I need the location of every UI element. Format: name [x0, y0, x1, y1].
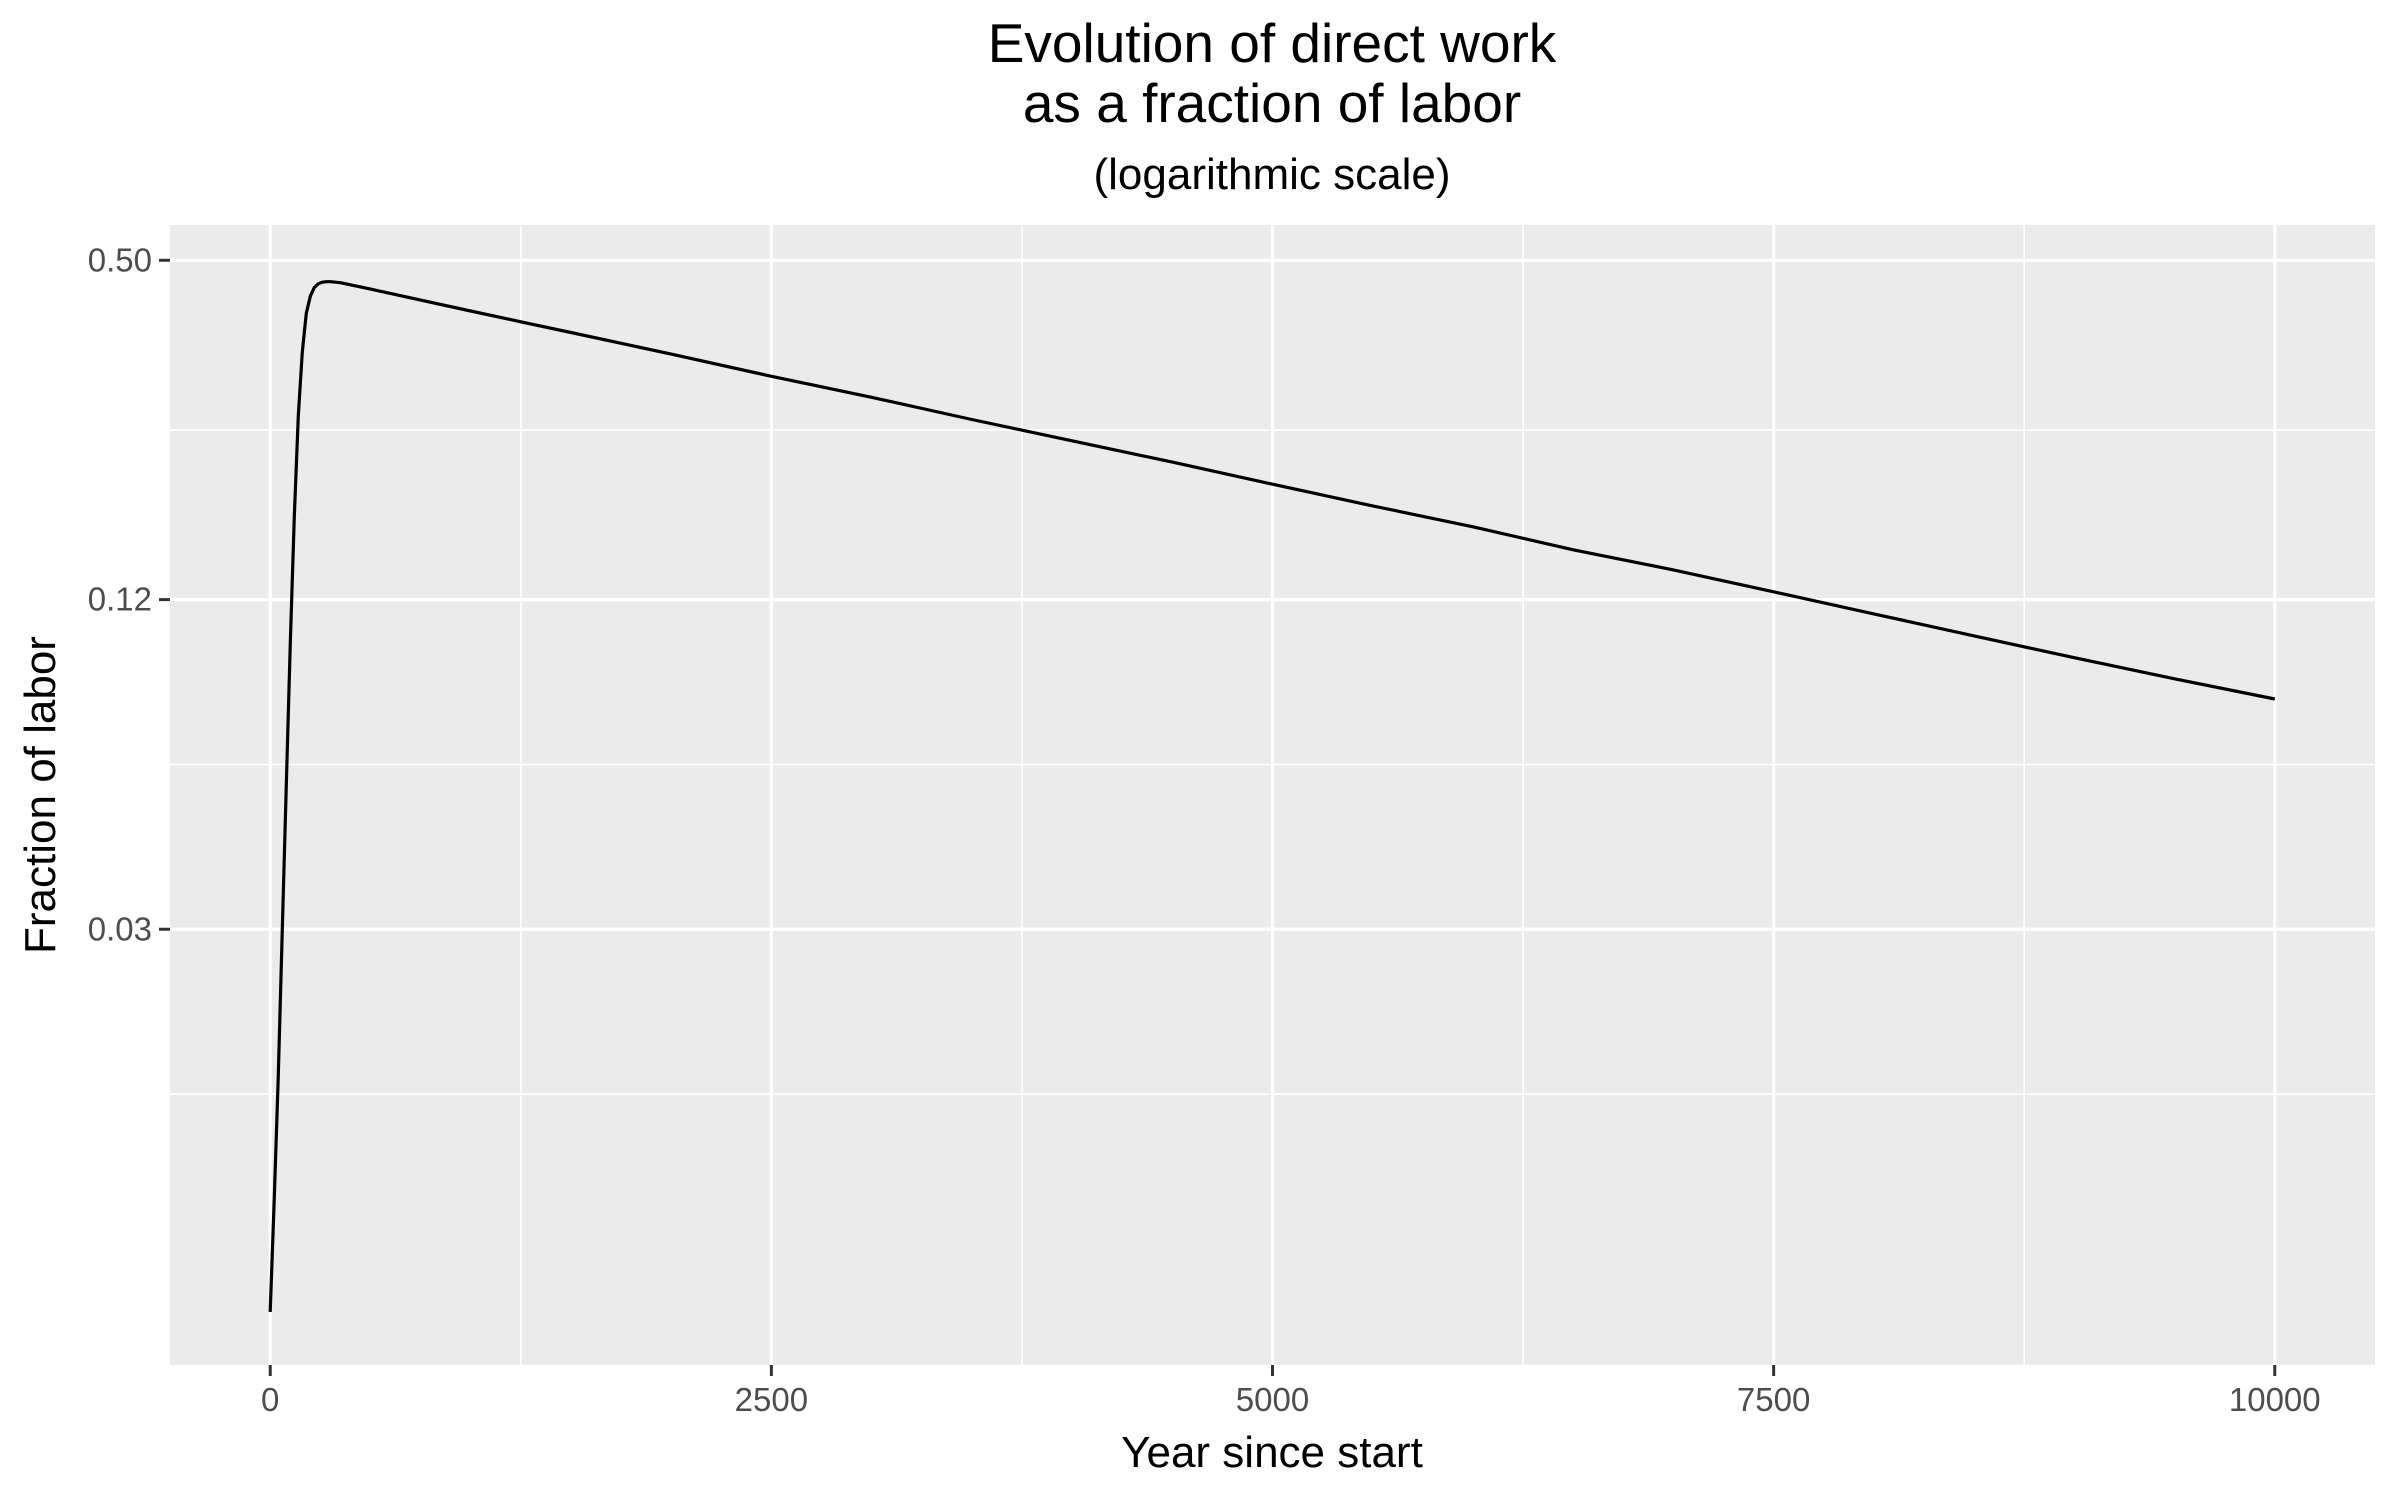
y-axis-title: Fraction of labor [16, 636, 65, 954]
y-tick-label: 0.12 [88, 581, 152, 618]
chart-title-line-2: as a fraction of labor [1023, 72, 1521, 134]
y-tick-label: 0.03 [88, 910, 152, 947]
y-axis: 0.03 0.12 0.50 [88, 241, 170, 947]
x-tick-label: 2500 [735, 1381, 808, 1418]
x-axis: 0 2500 5000 7500 10000 [261, 1365, 2321, 1418]
x-tick-label: 7500 [1737, 1381, 1810, 1418]
chart-title-line-1: Evolution of direct work [988, 12, 1557, 74]
x-axis-title: Year since start [1121, 1428, 1423, 1477]
series-line [268, 280, 2276, 1312]
x-tick-label: 10000 [2229, 1381, 2321, 1418]
series-layer [268, 280, 2276, 1312]
x-tick-label: 0 [261, 1381, 279, 1418]
x-tick-label: 5000 [1236, 1381, 1309, 1418]
y-tick-label: 0.50 [88, 241, 152, 278]
major-gridlines [170, 225, 2375, 1365]
chart-subtitle: (logarithmic scale) [1094, 150, 1451, 199]
